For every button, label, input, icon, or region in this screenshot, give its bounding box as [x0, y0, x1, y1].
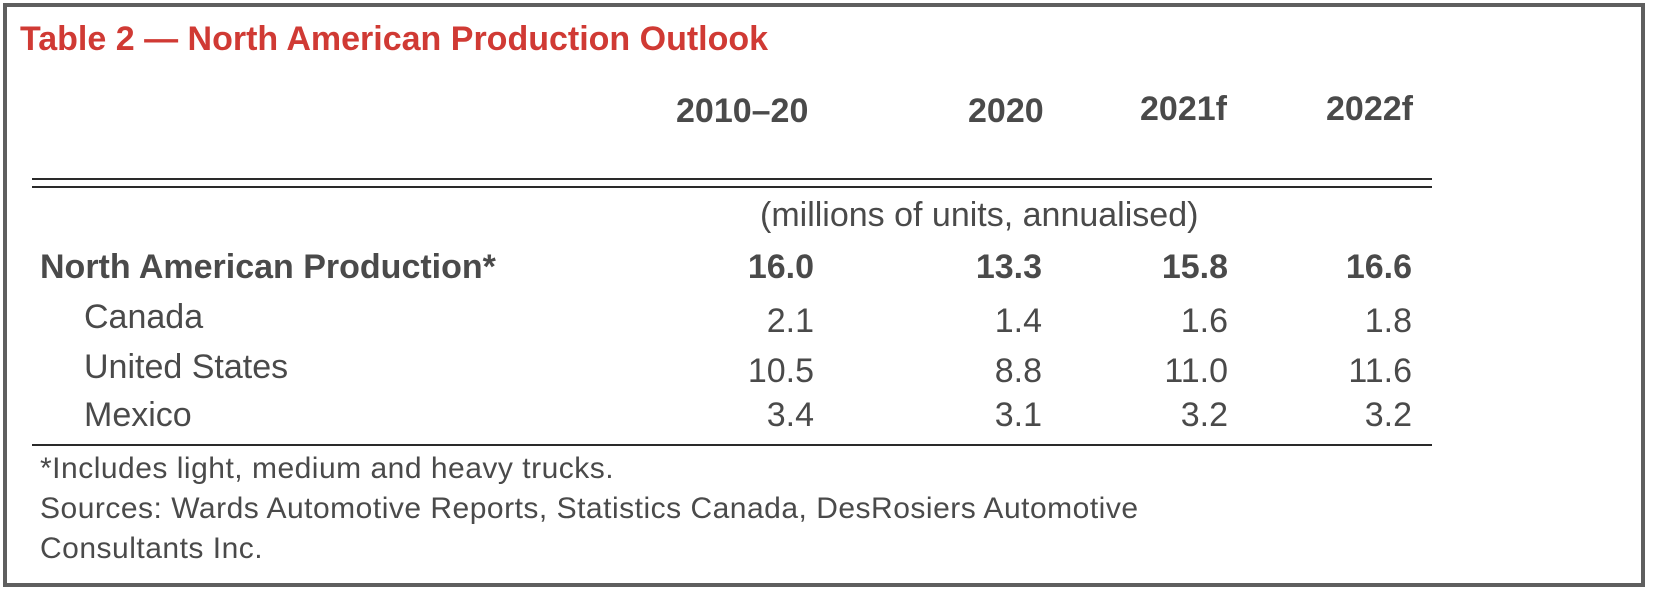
cell-value: 2.1 [766, 302, 814, 340]
cell-value: 1.4 [994, 302, 1042, 340]
cell-value: 13.3 [975, 248, 1042, 286]
cell-value: 11.6 [1348, 352, 1412, 390]
row-label-canada: Canada [84, 298, 204, 336]
cell-value: 10.5 [747, 352, 814, 390]
cell-value: 3.2 [1364, 396, 1412, 434]
cell-value: 1.8 [1364, 302, 1412, 340]
cell-value: 16.0 [747, 248, 814, 286]
cell-value: 3.1 [994, 396, 1042, 434]
table-title: Table 2 — North American Production Outl… [20, 20, 769, 58]
column-header-2021f: 2021f [1140, 90, 1227, 128]
footnote: *Includes light, medium and heavy trucks… [40, 452, 615, 485]
row-label-united-states: United States [84, 348, 289, 386]
sources-line-1: Sources: Wards Automotive Reports, Stati… [40, 492, 1139, 525]
sources-line-2: Consultants Inc. [40, 532, 264, 565]
column-header-2022f: 2022f [1326, 90, 1413, 128]
units-note: (millions of units, annualised) [760, 196, 1199, 234]
table-bottom-rule [32, 444, 1432, 446]
column-header-2010-20: 2010–20 [676, 92, 809, 130]
cell-value: 1.6 [1180, 302, 1228, 340]
cell-value: 8.8 [994, 352, 1042, 390]
table-frame [3, 3, 1645, 587]
column-header-2020: 2020 [968, 92, 1044, 130]
cell-value: 3.2 [1180, 396, 1228, 434]
row-label-mexico: Mexico [84, 396, 192, 434]
header-rule-bottom [32, 186, 1432, 188]
cell-value: 3.4 [766, 396, 814, 434]
header-rule-top [32, 178, 1432, 180]
cell-value: 16.6 [1345, 248, 1412, 286]
row-label-north-american-production: North American Production* [40, 248, 496, 286]
cell-value: 11.0 [1164, 352, 1228, 390]
cell-value: 15.8 [1161, 248, 1228, 286]
